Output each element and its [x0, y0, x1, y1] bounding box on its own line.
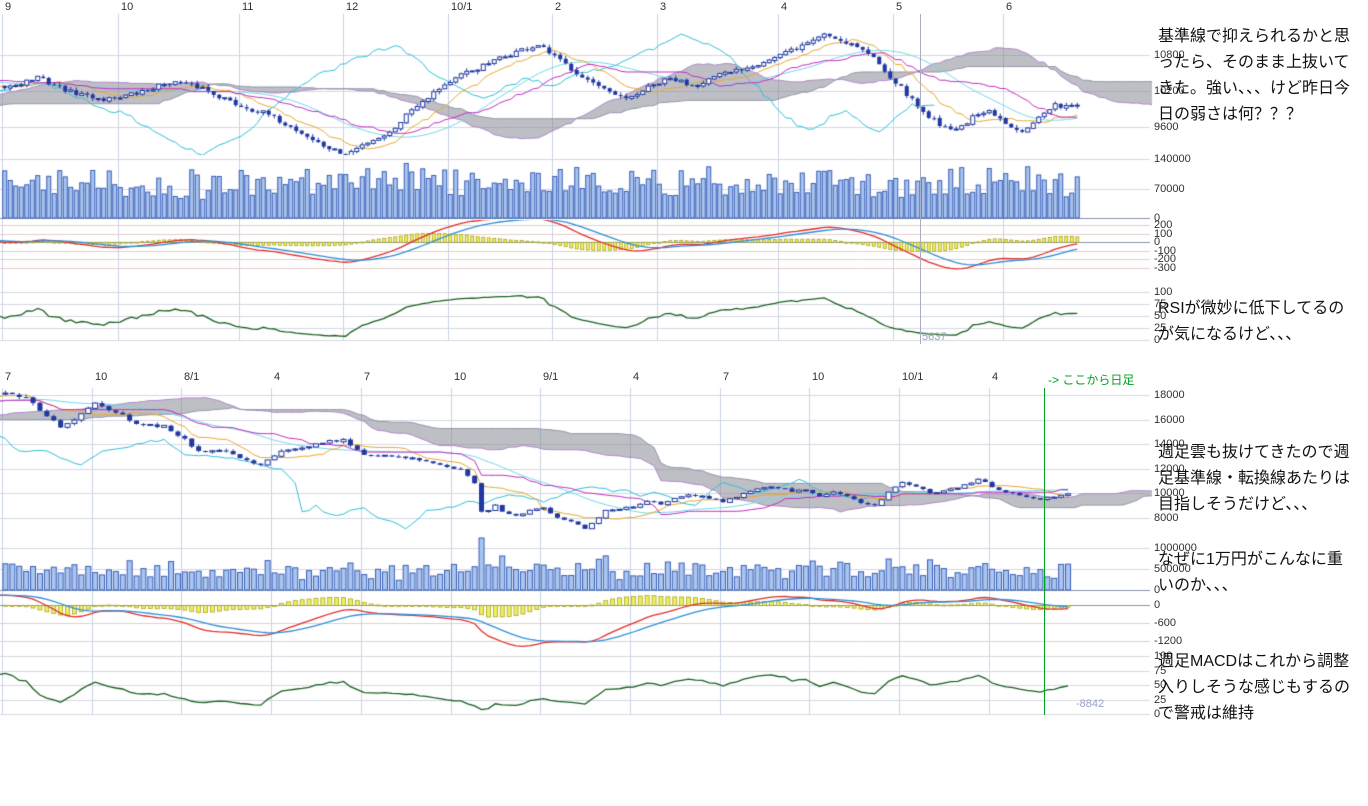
- weekly-cursor-readout: -8842: [1076, 698, 1105, 710]
- macd-tick-label: -600: [1154, 617, 1177, 629]
- annotation-rsi-comment: RSIが微妙に低下してるのが気になるけど、、、: [1158, 300, 1345, 343]
- macd-tick-label: -200: [1154, 253, 1177, 265]
- macd-tick-label: 100: [1154, 228, 1173, 240]
- price-tick-label: 18000: [1154, 389, 1185, 401]
- annotation-daily-comment: 基準線で抑えられるかと思ったら、そのまま上抜いてきた。強い、、、けど昨日今日の弱…: [1158, 28, 1351, 123]
- macd-tick-label: -100: [1154, 245, 1177, 257]
- daily-start-marker-line: [1044, 388, 1045, 715]
- volume-tick-label: 70000: [1154, 183, 1185, 195]
- macd-tick-label: -1200: [1154, 635, 1183, 647]
- daily-cursor-readout: 5637: [922, 331, 947, 343]
- macd-tick-label: -300: [1154, 262, 1177, 274]
- annotation-weekly-macd-comment: 週足MACDはこれから調整入りしそうな感じもするので警戒は維持: [1158, 653, 1351, 722]
- crosshair-line: [920, 14, 921, 344]
- volume-tick-label: 140000: [1154, 153, 1191, 165]
- price-tick-label: 16000: [1154, 414, 1185, 426]
- macd-tick-label: 200: [1154, 219, 1173, 231]
- daily-start-label: -> ここから日足: [1048, 373, 1135, 387]
- annotation-weekly-cloud-comment: 週足雲も抜けてきたので週足基準線・転換線あたりは目指しそうだけど、、、: [1158, 444, 1351, 513]
- annotation-ten-thousand-comment: なぜに1万円がこんなに重いのか、、、: [1158, 551, 1343, 594]
- charts-canvas[interactable]: [0, 0, 1155, 760]
